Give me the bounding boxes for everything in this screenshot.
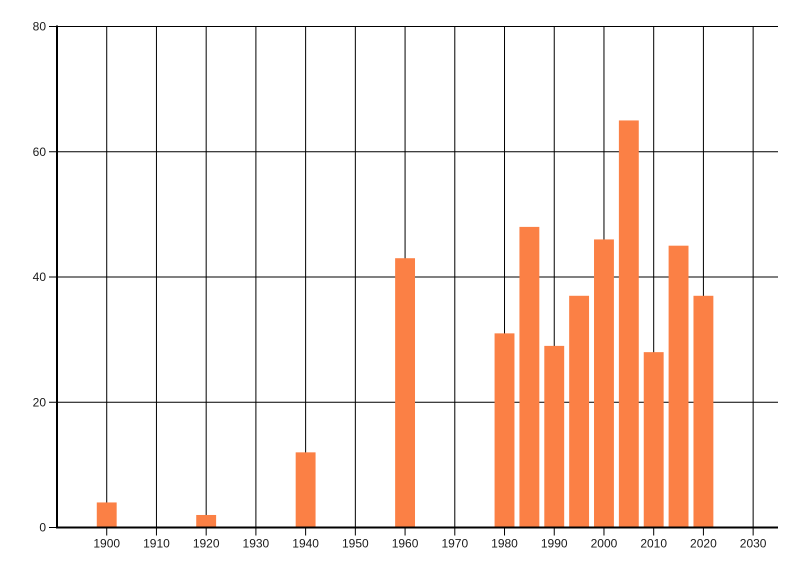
x-tick-label: 1970 xyxy=(441,537,468,551)
bar xyxy=(668,245,689,528)
x-tick-label: 2030 xyxy=(740,537,767,551)
x-tick-label: 1910 xyxy=(143,537,170,551)
x-tick-label: 1940 xyxy=(292,537,319,551)
x-tick-label: 2010 xyxy=(640,537,667,551)
bar xyxy=(494,333,515,528)
y-tick-label: 0 xyxy=(39,521,46,535)
y-tick-label: 60 xyxy=(33,145,47,159)
y-tick-label: 20 xyxy=(33,395,47,409)
bar xyxy=(618,120,639,528)
x-tick-label: 1920 xyxy=(193,537,220,551)
bar xyxy=(196,514,217,528)
bar xyxy=(96,502,117,528)
x-tick-label: 1980 xyxy=(491,537,518,551)
bar xyxy=(395,258,416,528)
bar xyxy=(544,345,565,528)
bar xyxy=(594,239,614,528)
bar xyxy=(519,226,540,528)
bar xyxy=(643,352,664,528)
bar xyxy=(569,295,590,528)
x-tick-label: 2000 xyxy=(591,537,618,551)
x-tick-label: 1900 xyxy=(93,537,120,551)
bar xyxy=(693,295,714,528)
x-tick-label: 1960 xyxy=(392,537,419,551)
x-tick-label: 1930 xyxy=(243,537,270,551)
x-tick-label: 2020 xyxy=(690,537,717,551)
bar xyxy=(295,452,316,528)
x-tick-label: 1990 xyxy=(541,537,568,551)
y-tick-label: 40 xyxy=(33,270,47,284)
x-tick-label: 1950 xyxy=(342,537,369,551)
y-tick-label: 80 xyxy=(33,20,47,34)
